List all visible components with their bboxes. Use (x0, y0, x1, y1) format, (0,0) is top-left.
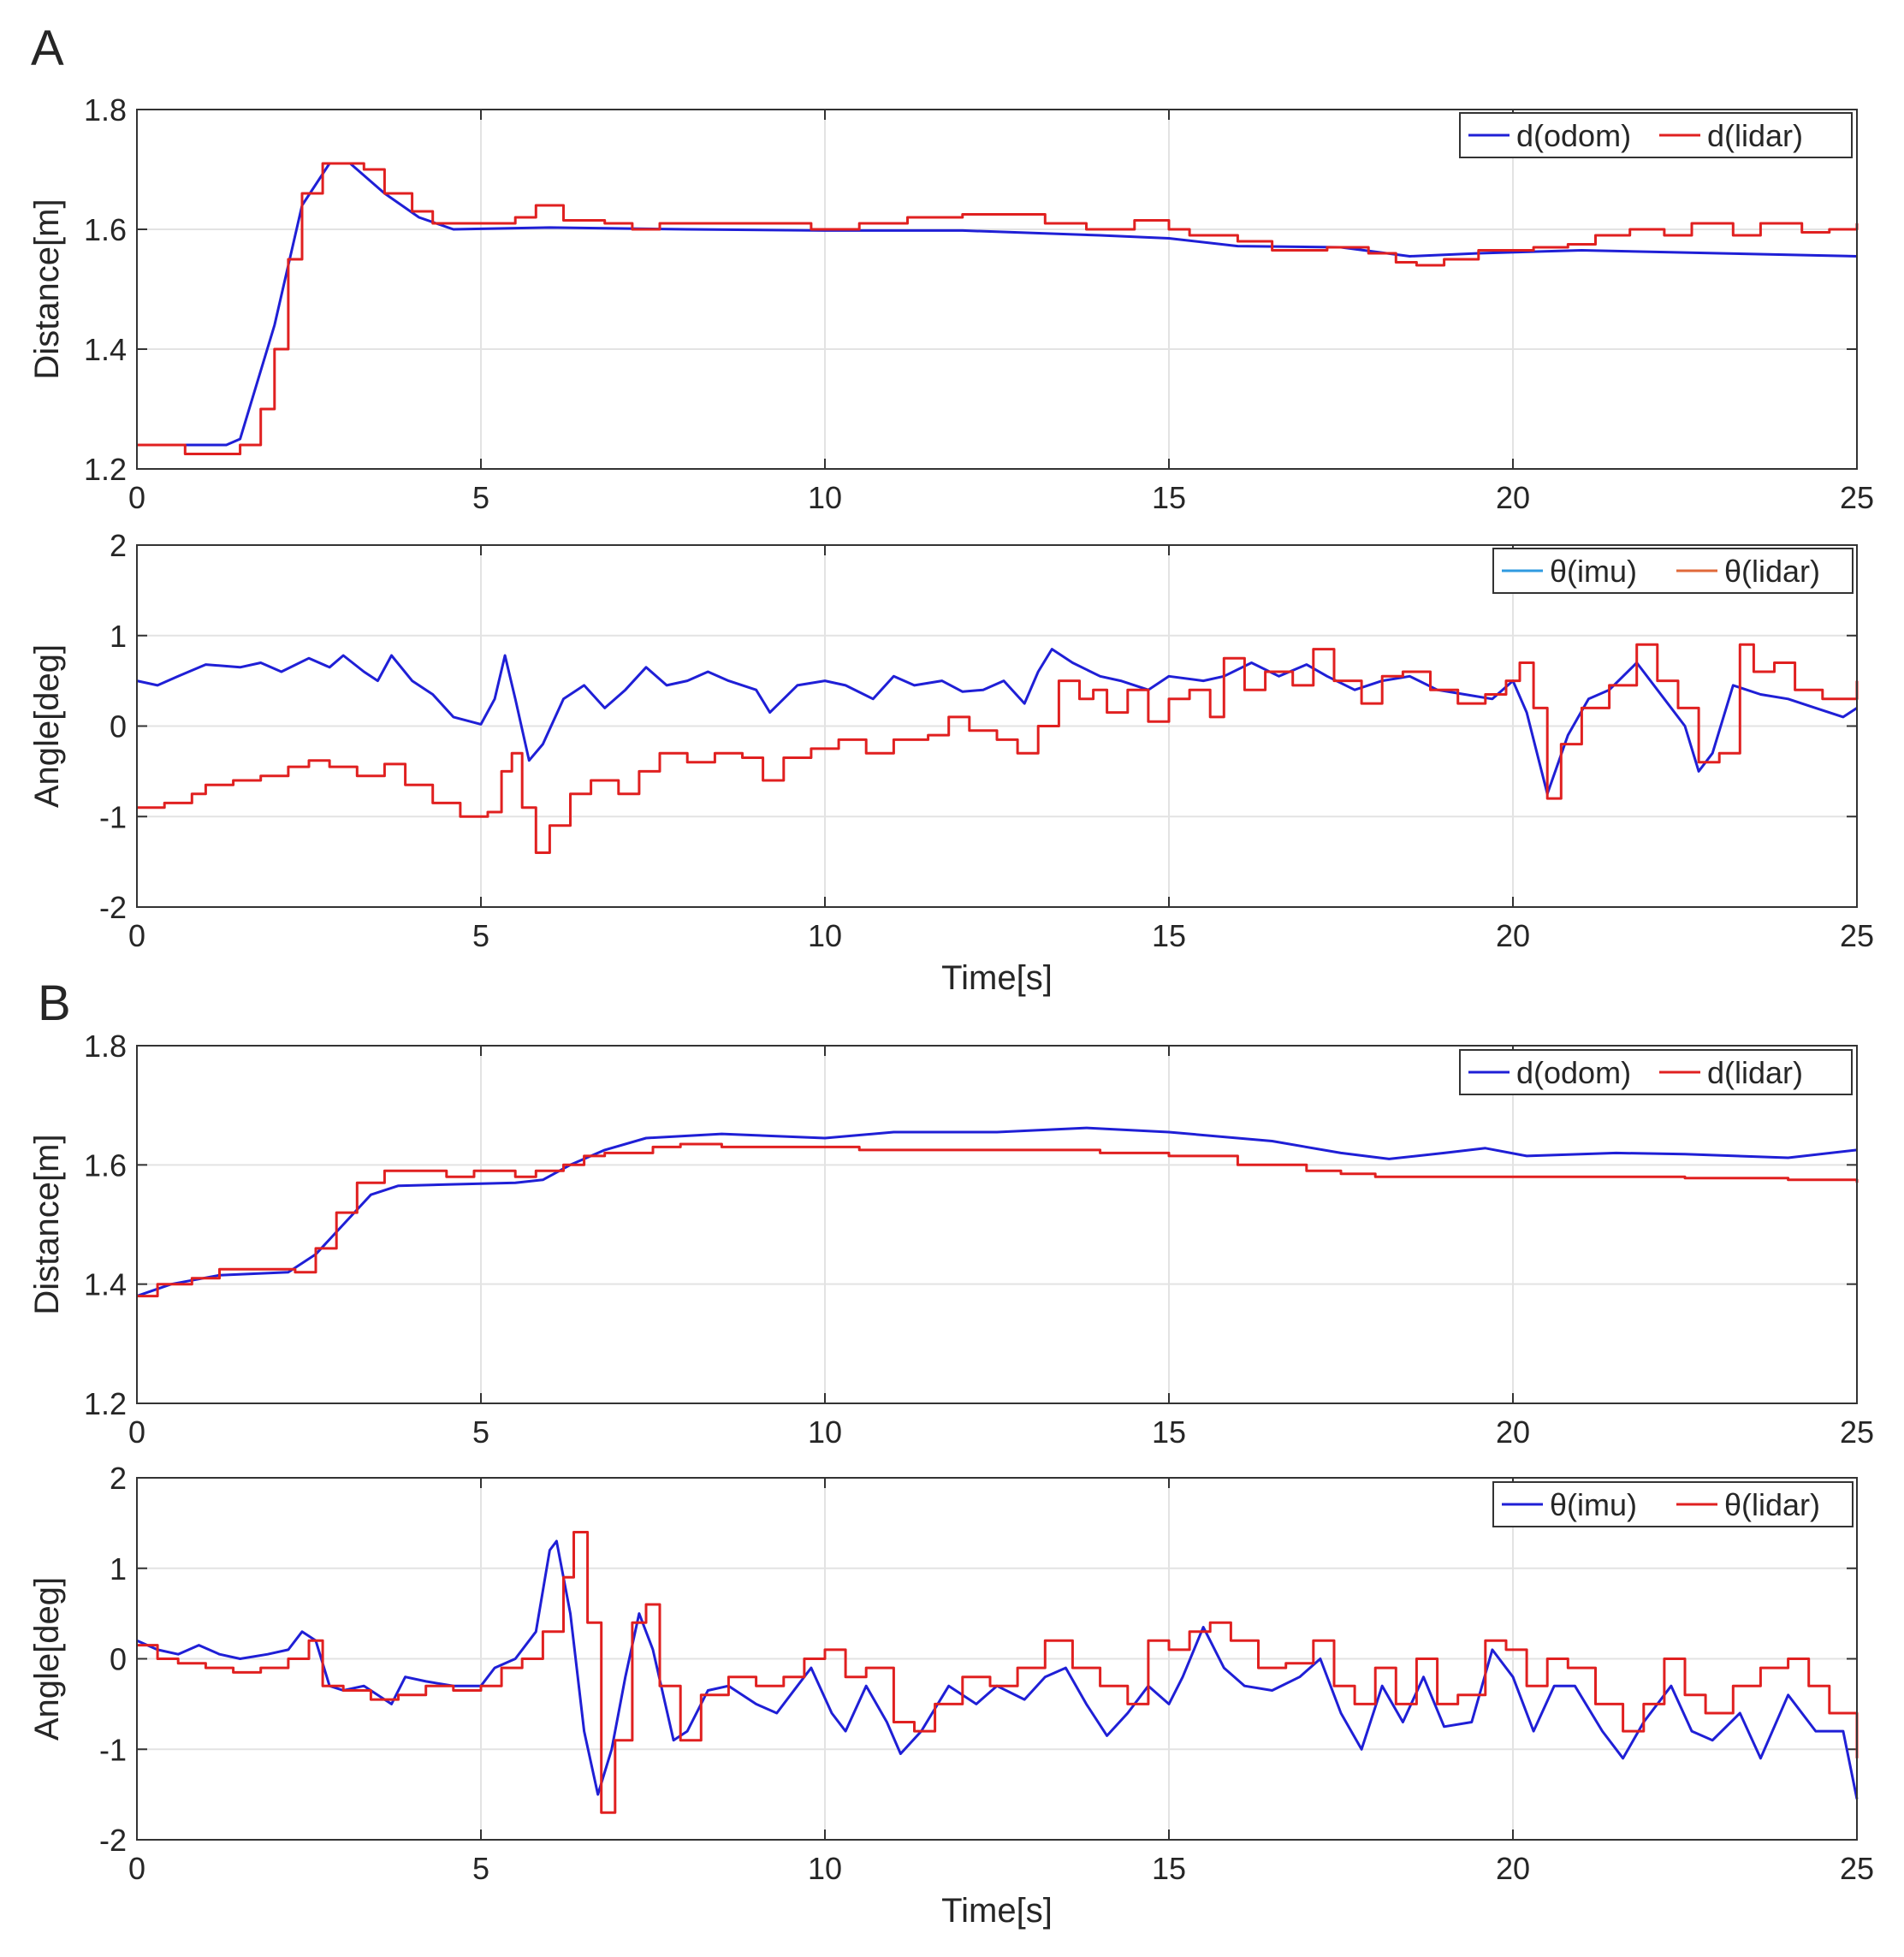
x-axis-label: Time[s] (941, 959, 1053, 997)
y-tick-label: 0 (110, 709, 127, 744)
y-axis-label: Distance[m] (28, 199, 66, 379)
y-tick-label: 1.6 (84, 1148, 127, 1183)
legend-label: d(lidar) (1707, 1055, 1803, 1090)
legend-box (1492, 548, 1854, 594)
legend-label: θ(imu) (1550, 1487, 1637, 1522)
y-tick-label: -2 (99, 890, 127, 925)
legend-label: θ(lidar) (1724, 554, 1820, 589)
y-tick-label: -1 (99, 799, 127, 834)
series-line-primary (136, 1126, 1858, 1298)
y-tick-label: 1.2 (84, 1386, 127, 1421)
series-line-secondary (137, 1531, 1859, 1814)
x-tick-label: 0 (128, 918, 145, 953)
axes-frame (136, 544, 1858, 908)
plot-area (137, 110, 1857, 469)
x-tick-label: 25 (1840, 1851, 1874, 1886)
y-tick-label: 2 (110, 1461, 127, 1496)
y-tick-label: 1.4 (84, 1267, 127, 1302)
y-tick-label: -2 (99, 1823, 127, 1858)
series-line-secondary (137, 162, 1859, 455)
x-tick-label: 10 (808, 918, 842, 953)
series-line-secondary (137, 643, 1859, 854)
x-tick-label: 0 (128, 1414, 145, 1450)
legend-box (1492, 1481, 1854, 1527)
series-line-primary (137, 162, 1858, 447)
legend: θ(imu) θ(lidar) (1492, 1481, 1854, 1527)
x-tick-label: 5 (472, 1851, 489, 1886)
legend: d(odom) d(lidar) (1459, 112, 1853, 158)
x-axis-label: Time[s] (941, 1892, 1053, 1930)
x-tick-label: 0 (128, 480, 145, 515)
chart-B-angle: 0 5 10 15 20 25 -2 -1 0 1 2 Angle[deg] Time[s] θ(imu)… (28, 1461, 1874, 1930)
legend: θ(imu) θ(lidar) (1492, 548, 1854, 594)
y-axis-label: Distance[m] (28, 1134, 66, 1314)
x-tick-label: 20 (1496, 1851, 1530, 1886)
x-tick-label: 25 (1840, 1414, 1874, 1450)
y-tick-label: -1 (99, 1732, 127, 1767)
x-tick-label: 10 (808, 1851, 842, 1886)
axes-frame (136, 1045, 1858, 1404)
plot-area (137, 1046, 1857, 1403)
x-tick-label: 0 (128, 1851, 145, 1886)
x-tick-label: 5 (472, 480, 489, 515)
x-tick-label: 10 (808, 1414, 842, 1450)
panel-letter-a: A (31, 21, 64, 76)
chart-A-distance: 0 5 10 15 20 25 1.2 1.4 1.6 1.8 Distance[m] d(odom)… (28, 92, 1874, 515)
axes-frame (136, 109, 1858, 470)
panel-letter-b: B (38, 976, 71, 1031)
x-tick-label: 15 (1152, 1851, 1186, 1886)
x-tick-label: 15 (1152, 1414, 1186, 1450)
y-tick-label: 2 (110, 528, 127, 563)
x-tick-label: 10 (808, 480, 842, 515)
axes-frame (136, 1477, 1858, 1841)
chart-B-distance: 0 5 10 15 20 25 1.2 1.4 1.6 1.8 Distance[m] d(odom)… (28, 1029, 1874, 1450)
y-tick-label: 1.8 (84, 1029, 127, 1064)
y-axis-label: Angle[deg] (28, 1577, 66, 1741)
x-tick-label: 25 (1840, 480, 1874, 515)
x-tick-label: 20 (1496, 918, 1530, 953)
series-line-primary (136, 1539, 1859, 1800)
legend-label: d(lidar) (1707, 118, 1803, 153)
y-tick-label: 1.4 (84, 332, 127, 367)
x-tick-label: 5 (472, 1414, 489, 1450)
y-axis-label: Angle[deg] (28, 644, 66, 808)
x-tick-label: 20 (1496, 1414, 1530, 1450)
y-tick-label: 1.6 (84, 212, 127, 247)
y-tick-label: 0 (110, 1642, 127, 1677)
x-tick-label: 15 (1152, 480, 1186, 515)
series-line-secondary (137, 1142, 1859, 1298)
legend-label: d(odom) (1516, 1055, 1631, 1090)
x-tick-label: 5 (472, 918, 489, 953)
legend-label: θ(imu) (1550, 554, 1637, 589)
chart-A-angle: 0 5 10 15 20 25 -2 -1 0 1 2 Angle[deg] Time[s] θ(imu)… (28, 528, 1874, 997)
y-tick-label: 1.2 (84, 452, 127, 487)
legend-box (1459, 112, 1853, 158)
y-tick-label: 1 (110, 619, 127, 654)
legend: d(odom) d(lidar) (1459, 1049, 1853, 1095)
legend-box (1459, 1049, 1853, 1095)
legend-label: d(odom) (1516, 118, 1631, 153)
x-tick-label: 20 (1496, 480, 1530, 515)
x-tick-label: 15 (1152, 918, 1186, 953)
legend-label: θ(lidar) (1724, 1487, 1820, 1522)
y-tick-label: 1 (110, 1551, 127, 1586)
x-tick-label: 25 (1840, 918, 1874, 953)
y-tick-label: 1.8 (84, 92, 127, 128)
